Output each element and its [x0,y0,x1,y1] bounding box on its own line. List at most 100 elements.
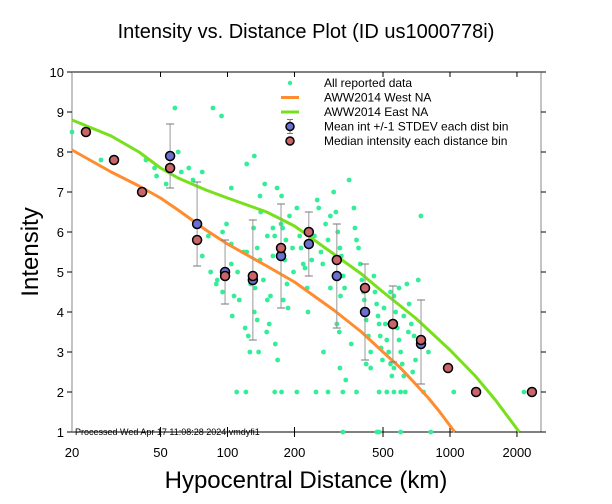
reported-data-point [451,389,457,395]
reported-data-point [340,389,346,395]
reported-data-point [335,229,341,235]
reported-data-point [388,361,393,367]
reported-data-point [283,237,289,243]
reported-data-point [368,365,374,371]
y-tick-label: 1 [57,425,64,440]
reported-data-point [229,313,235,319]
reported-data-point [346,177,352,183]
reported-data-point [208,269,214,275]
median-marker [359,282,371,294]
median-marker [219,270,231,282]
reported-data-point [340,429,346,435]
reported-data-point [323,221,328,227]
mean-marker [303,238,315,250]
y-tick-label: 4 [57,305,64,320]
legend-label: AWW2014 West NA [324,91,431,105]
y-tick-label: 3 [57,345,64,360]
reported-data-point [380,357,385,363]
reported-data-point [357,261,363,267]
reported-data-point [251,153,257,159]
reported-data-point [279,389,284,395]
east-na-curve [71,118,521,433]
median-marker [331,254,343,266]
reported-data-point [290,245,295,251]
reported-data-point [320,261,326,267]
reported-data-point [405,329,411,335]
reported-data-point [388,289,393,295]
reported-data-point [338,293,343,299]
reported-data-point [285,305,291,311]
reported-data-point [342,285,348,291]
median-marker [526,386,538,398]
reported-data-point [199,253,205,259]
reported-data-point [384,389,390,395]
reported-data-point [243,389,249,395]
reported-data-point [262,181,268,187]
reported-data-point [325,237,331,243]
reported-data-point [382,321,388,327]
reported-data-point [348,341,354,347]
reported-data-point [375,313,381,319]
mean-marker [359,306,371,318]
processed-footnote: Processed Wed Apr 17 11:08:28 2024 vmdyf… [75,427,260,437]
reported-data-point [356,245,361,251]
reported-data-point [261,277,266,283]
reported-data-point [254,317,260,323]
reported-data-point [220,289,225,295]
reported-data-point [521,389,527,395]
reported-data-point [300,261,306,267]
reported-data-point [368,349,374,355]
legend-symbol-dot [287,80,293,86]
reported-data-point [274,185,280,191]
reported-data-point [178,169,184,175]
reported-data-point [297,233,303,239]
reported-data-point [244,161,250,167]
reported-data-point [272,341,278,347]
x-tick-label: 1000 [436,445,465,460]
reported-data-point [402,389,408,395]
reported-data-point [214,277,220,283]
reported-data-point [393,309,399,315]
reported-data-point [327,285,333,291]
reported-data-point [321,349,326,355]
median-marker [303,226,315,238]
median-marker [136,186,148,198]
y-axis-label: Intensity [17,207,44,296]
reported-data-point [210,105,216,111]
reported-data-point [343,377,349,383]
reported-data-point [337,365,343,371]
reported-data-point [352,225,358,231]
reported-data-point [377,333,383,339]
reported-data-point [256,349,262,355]
reported-data-point [371,273,377,279]
west-na-curve [71,148,456,433]
median-marker [275,242,287,254]
x-axis: 20 50 100 200 500 1000 2000 [65,72,541,460]
legend-label: Mean int +/-1 STDEV each dist bin [324,120,508,134]
x-tick-label: 200 [284,445,306,460]
reported-data-point [69,129,75,135]
x-axis-label: Hypocentral Distance (km) [165,467,448,494]
reported-data-point [236,297,242,303]
reported-data-point [333,209,339,215]
reported-data-point [291,269,296,275]
reported-data-point [363,361,369,367]
reported-data-point [336,329,342,335]
reported-data-point [205,233,211,239]
median-marker [470,386,482,398]
reported-data-point [199,169,205,175]
reported-data-point [264,297,270,303]
reported-data-point [152,165,157,171]
reported-data-point [337,245,343,251]
reported-data-point [396,285,402,291]
reported-data-point [351,205,357,211]
median-marker [191,234,203,246]
reported-data-point [418,213,424,219]
median-marker [387,318,399,330]
y-tick-label: 7 [57,185,64,200]
mean-marker [331,270,343,282]
y-tick-label: 5 [57,265,64,280]
median-marker [442,362,454,374]
mean-marker [164,150,176,162]
